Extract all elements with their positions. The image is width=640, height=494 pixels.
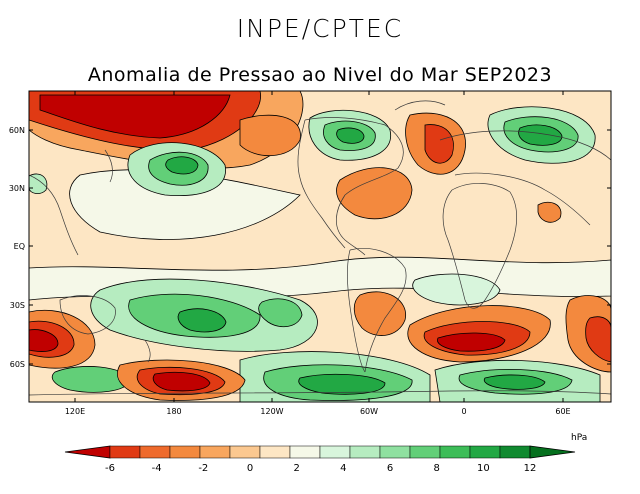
antarctica-coast bbox=[29, 390, 611, 396]
north-america-coast bbox=[304, 117, 404, 256]
organization-title: INPE/CPTEC bbox=[236, 14, 404, 43]
colorbar-bin bbox=[169, 445, 201, 459]
colorbar-bin bbox=[259, 445, 291, 459]
colorbar-tick-label: 10 bbox=[477, 463, 490, 474]
east-asia-coast bbox=[29, 174, 79, 256]
indian-ocean-low-core bbox=[29, 329, 59, 352]
arctic-low-center bbox=[39, 94, 231, 139]
north-america-west-coast bbox=[297, 119, 346, 249]
eurasia-north-coast bbox=[439, 130, 611, 161]
lon-label: 120W bbox=[260, 407, 283, 416]
coastlines bbox=[29, 100, 611, 396]
colorbar-tick-label: 4 bbox=[340, 463, 346, 474]
latitude-axis: 60N 30N EQ 30S 60S bbox=[9, 126, 611, 369]
south-america-west-coast bbox=[347, 249, 366, 373]
colorbar-tick-label: -4 bbox=[152, 463, 162, 474]
north-america-high-core bbox=[336, 127, 365, 144]
greenland-coast bbox=[394, 100, 446, 111]
bering-low bbox=[239, 114, 301, 157]
colorbar-bin bbox=[289, 445, 321, 459]
africa-coast bbox=[442, 183, 518, 309]
lat-label: 60N bbox=[9, 126, 25, 135]
colorbar-unit: hPa bbox=[571, 433, 588, 443]
south-atlantic-low-core bbox=[437, 332, 506, 352]
lat-label: EQ bbox=[14, 242, 25, 251]
colorbar-bin bbox=[439, 445, 471, 459]
new-zealand-coast bbox=[144, 339, 151, 363]
colorbar-bin bbox=[229, 445, 261, 459]
colorbar-tick-label: 8 bbox=[433, 463, 439, 474]
colorbar-bin bbox=[409, 445, 441, 459]
arabian-low bbox=[537, 201, 562, 223]
colorbar-bin bbox=[349, 445, 381, 459]
colorbar-arrow-high bbox=[529, 445, 576, 459]
lon-label: 180 bbox=[166, 407, 181, 416]
colorbar-tick-label: 0 bbox=[247, 463, 253, 474]
colorbar-bin bbox=[469, 445, 501, 459]
colorbar-bin bbox=[499, 445, 531, 459]
southeast-pacific-high bbox=[258, 298, 303, 328]
east-asia-high bbox=[29, 173, 48, 194]
lon-label: 60E bbox=[555, 407, 570, 416]
colorbar: -6 -4 -2 0 2 4 6 8 10 12 bbox=[64, 445, 576, 474]
colorbar-tick-label: 12 bbox=[524, 463, 537, 474]
colorbar-bin bbox=[319, 445, 351, 459]
australia-coast bbox=[59, 295, 116, 335]
indian-ocean-south-high bbox=[51, 366, 131, 393]
map-canvas bbox=[29, 91, 611, 402]
brazil-coast-low bbox=[353, 291, 406, 336]
west-atlantic-low bbox=[336, 167, 413, 220]
north-atlantic-low-core bbox=[424, 124, 454, 164]
eurasia-high-core bbox=[518, 124, 563, 146]
lon-label: 0 bbox=[461, 407, 466, 416]
japan-coast bbox=[104, 149, 113, 183]
ross-sea-low-core bbox=[152, 371, 211, 392]
lat-label: 60S bbox=[10, 360, 25, 369]
colorbar-bin bbox=[139, 445, 171, 459]
map-title: Anomalia de Pressao ao Nivel do Mar SEP2… bbox=[87, 64, 553, 86]
lon-label: 120E bbox=[65, 407, 85, 416]
south-pacific-high-core bbox=[177, 308, 227, 333]
lat-label: 30N bbox=[9, 184, 25, 193]
colorbar-tick-label: -2 bbox=[198, 463, 208, 474]
eurasia-south-coast bbox=[454, 172, 591, 226]
colorbar-arrow-low bbox=[64, 445, 111, 459]
longitude-axis: 120E 180 120W 60W 0 60E bbox=[65, 91, 571, 416]
south-america-east-coast bbox=[349, 248, 407, 373]
north-pacific-high-core bbox=[165, 156, 199, 175]
lon-label: 60W bbox=[360, 407, 378, 416]
colorbar-tick-label: -6 bbox=[105, 463, 115, 474]
lat-label: 30S bbox=[10, 301, 25, 310]
colorbar-tick-label: 2 bbox=[293, 463, 299, 474]
colorbar-bin bbox=[109, 445, 141, 459]
south-indian-low-core bbox=[585, 316, 611, 363]
colorbar-bin bbox=[199, 445, 231, 459]
southern-ocean-high-core bbox=[483, 374, 546, 390]
colorbar-bin bbox=[379, 445, 411, 459]
colorbar-tick-label: 6 bbox=[387, 463, 393, 474]
